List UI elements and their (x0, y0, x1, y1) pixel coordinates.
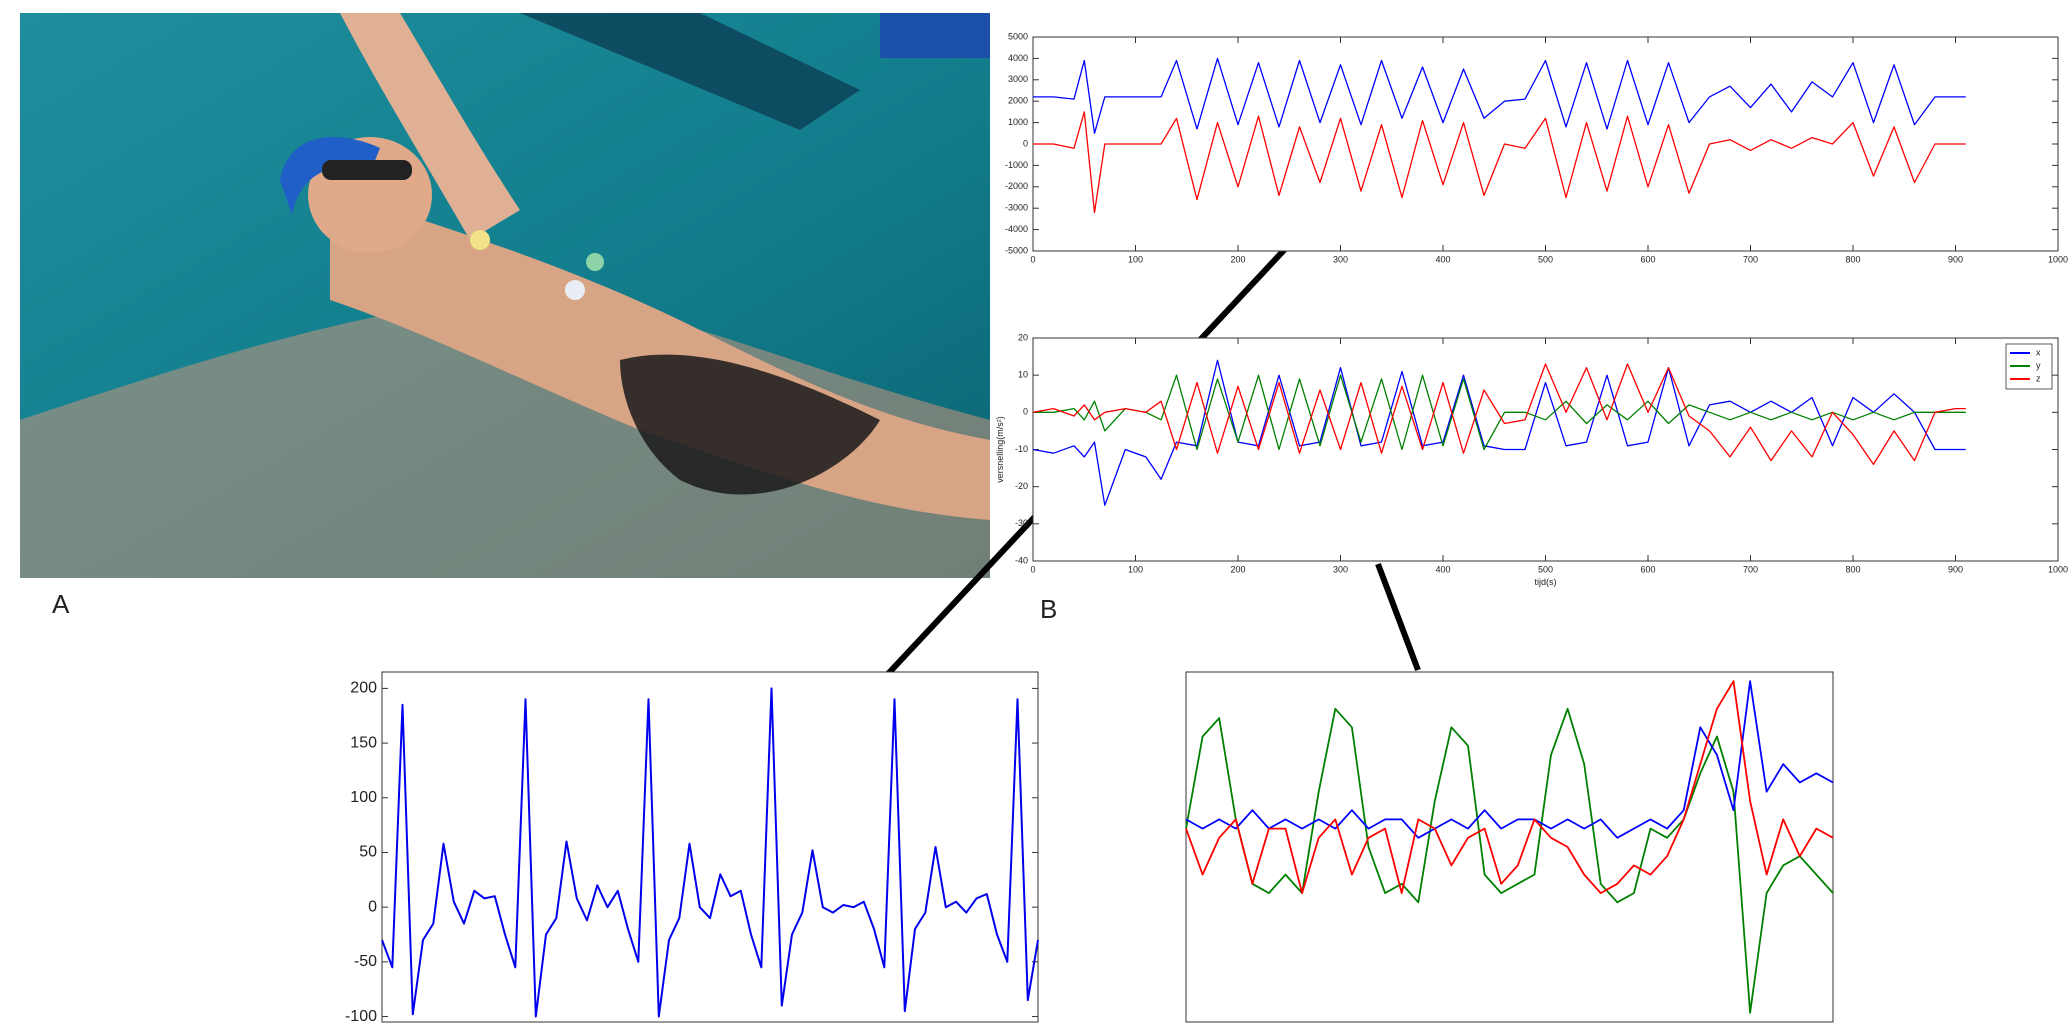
data-line (1033, 111, 1966, 214)
legend-label: z (2036, 373, 2041, 383)
data-line (1033, 374, 1966, 451)
x-axis-label: tijd(s) (1535, 577, 1557, 587)
y-tick-label: 1000 (1008, 117, 1028, 127)
y-tick-label: -1000 (1005, 160, 1028, 170)
y-tick-label: 0 (368, 898, 377, 915)
x-tick-label: 100 (1128, 254, 1143, 264)
x-tick-label: 400 (1435, 564, 1450, 574)
x-tick-label: 900 (1948, 564, 1963, 574)
y-tick-label: -100 (345, 1008, 377, 1025)
y-tick-label: 4000 (1008, 53, 1028, 63)
x-tick-label: 500 (1538, 254, 1553, 264)
y-tick-label: 0 (1023, 138, 1028, 148)
y-tick-label: -10 (1015, 444, 1028, 454)
data-line (1032, 363, 1966, 466)
y-tick-label: -5000 (1005, 245, 1028, 255)
data-line (1033, 57, 1966, 134)
data-line (1185, 707, 1834, 1014)
y-tick-label: -30 (1015, 518, 1028, 528)
data-line (1185, 680, 1834, 839)
plot-frame (1032, 337, 2059, 562)
y-tick-label: 3000 (1008, 74, 1028, 84)
x-tick-label: 200 (1230, 564, 1245, 574)
x-tick-label: 200 (1230, 254, 1245, 264)
y-tick-label: 100 (350, 789, 377, 806)
data-line (1032, 359, 1966, 506)
x-tick-label: 700 (1743, 254, 1758, 264)
y-axis-label: versnelling(m/s²) (995, 416, 1005, 483)
x-tick-label: 0 (1030, 564, 1035, 574)
y-tick-label: 10 (1018, 370, 1028, 380)
x-tick-label: 700 (1743, 564, 1758, 574)
y-tick-label: 2000 (1008, 96, 1028, 106)
x-tick-label: 1000 (2048, 254, 2068, 264)
x-tick-label: 900 (1948, 254, 1963, 264)
y-tick-label: -2000 (1005, 181, 1028, 191)
x-tick-label: 1000 (2048, 564, 2068, 574)
x-tick-label: 300 (1333, 254, 1348, 264)
swimmer-photo (20, 13, 990, 578)
x-tick-label: 500 (1538, 564, 1553, 574)
y-tick-label: -4000 (1005, 224, 1028, 234)
x-tick-label: 0 (1030, 254, 1035, 264)
y-tick-label: 200 (350, 680, 377, 697)
y-tick-label: -3000 (1005, 203, 1028, 213)
y-tick-label: 50 (359, 844, 377, 861)
data-line (1185, 680, 1834, 894)
x-tick-label: 400 (1435, 254, 1450, 264)
x-tick-label: 800 (1845, 564, 1860, 574)
data-line (381, 687, 1039, 1018)
x-tick-label: 600 (1640, 564, 1655, 574)
panel-label: A (52, 589, 70, 619)
y-tick-label: -50 (354, 953, 377, 970)
x-tick-label: 600 (1640, 254, 1655, 264)
x-tick-label: 100 (1128, 564, 1143, 574)
x-tick-label: 300 (1333, 564, 1348, 574)
plot-frame (1185, 671, 1834, 1023)
y-tick-label: -20 (1015, 481, 1028, 491)
panel-label: B (1040, 594, 1057, 624)
plot-frame (1032, 36, 2059, 252)
legend-label: x (2036, 347, 2041, 357)
y-tick-label: -40 (1015, 555, 1028, 565)
plot-frame (381, 671, 1039, 1023)
x-tick-label: 800 (1845, 254, 1860, 264)
y-tick-label: 0 (1023, 407, 1028, 417)
y-tick-label: 20 (1018, 332, 1028, 342)
connector (1375, 562, 1421, 672)
y-tick-label: 150 (350, 734, 377, 751)
y-tick-label: 5000 (1008, 31, 1028, 41)
legend-label: y (2036, 360, 2041, 370)
